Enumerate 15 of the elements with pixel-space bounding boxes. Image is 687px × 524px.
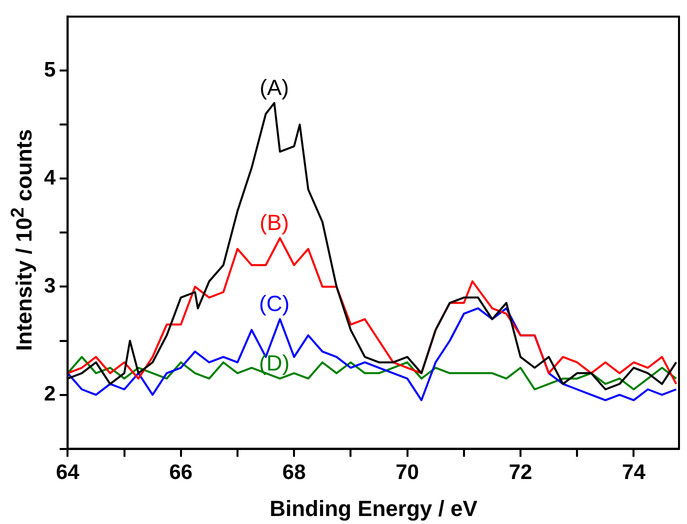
series-label: (C) bbox=[259, 291, 290, 316]
x-tick-label: 72 bbox=[508, 461, 532, 484]
y-tick-label: 2 bbox=[44, 382, 56, 406]
y-tick-label: 5 bbox=[44, 58, 56, 82]
x-tick-label: 74 bbox=[622, 461, 646, 484]
y-tick-label: 3 bbox=[44, 274, 56, 298]
x-axis-title: Binding Energy / eV bbox=[268, 496, 478, 522]
series-label: (A) bbox=[260, 75, 289, 100]
y-tick-label: 4 bbox=[44, 166, 56, 190]
series-label: (B) bbox=[260, 210, 289, 236]
series-label: (D) bbox=[259, 350, 290, 376]
x-tick-label: 70 bbox=[396, 461, 419, 484]
x-tick-label: 64 bbox=[56, 461, 80, 484]
x-tick-label: 66 bbox=[169, 461, 193, 484]
x-tick-label: 68 bbox=[282, 461, 306, 484]
